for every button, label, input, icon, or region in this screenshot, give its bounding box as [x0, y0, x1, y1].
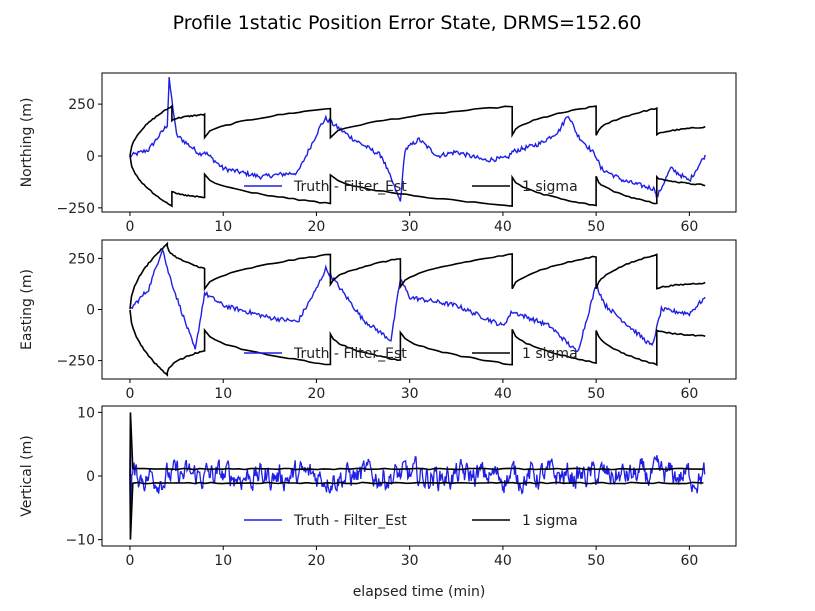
plot-area — [129, 77, 706, 208]
legend-label-truth: Truth - Filter_Est — [293, 346, 407, 362]
panel-2: 0 10 20 30 40 50 60 −250 0 250 Easting (m) Truth - … — [19, 239, 737, 402]
x-tick-label: 40 — [494, 219, 512, 235]
y-tick-label: 250 — [68, 97, 95, 113]
legend: Truth - Filter_Est 1 sigma — [244, 179, 578, 195]
panel-3: 0 10 20 30 40 50 60 −10 0 10 Vertical (m) elapsed t… — [19, 405, 737, 600]
x-tick-label: 0 — [126, 386, 135, 402]
x-tick-label: 30 — [401, 553, 419, 569]
sigma-line-lower — [129, 475, 704, 540]
legend: Truth - Filter_Est 1 sigma — [244, 346, 578, 362]
x-tick-label: 20 — [308, 553, 326, 569]
x-tick-label: 10 — [214, 386, 232, 402]
y-axis-label: Vertical (m) — [19, 435, 35, 516]
x-tick-label: 50 — [587, 386, 605, 402]
sigma-line-upper — [129, 241, 706, 309]
x-axis-label: elapsed time (min) — [353, 584, 486, 600]
legend-label-truth: Truth - Filter_Est — [293, 513, 407, 529]
y-tick-label: 250 — [68, 251, 95, 267]
sigma-line-upper — [129, 104, 706, 156]
y-tick-label: 0 — [86, 149, 95, 165]
error-line — [129, 247, 706, 353]
figure-title: Profile 1static Position Error State, DR… — [173, 12, 642, 34]
x-tick-label: 10 — [214, 219, 232, 235]
x-tick-label: 20 — [308, 219, 326, 235]
y-tick-label: 0 — [86, 303, 95, 319]
legend-label-sigma: 1 sigma — [522, 513, 578, 529]
panels: 0 10 20 30 40 50 60 −250 0 250 Northing (m) Truth -… — [19, 72, 737, 600]
error-line — [129, 77, 706, 202]
x-tick-label: 60 — [680, 386, 698, 402]
y-axis-label: Northing (m) — [19, 98, 35, 188]
error-line — [129, 428, 706, 508]
x-tick-label: 10 — [214, 553, 232, 569]
y-axis-label: Easting (m) — [19, 269, 35, 350]
y-tick-label: 0 — [86, 469, 95, 485]
sigma-line-lower — [129, 155, 706, 208]
x-tick-label: 30 — [401, 219, 419, 235]
y-tick-label: −250 — [57, 354, 95, 370]
x-tick-label: 60 — [680, 553, 698, 569]
x-tick-label: 60 — [680, 219, 698, 235]
x-tick-label: 40 — [494, 386, 512, 402]
sigma-line-upper — [129, 412, 704, 477]
x-tick-label: 50 — [587, 553, 605, 569]
legend: Truth - Filter_Est 1 sigma — [244, 513, 578, 529]
sigma-line-lower — [129, 309, 706, 377]
x-tick-label: 0 — [126, 553, 135, 569]
axes-frame — [101, 239, 737, 380]
y-tick-label: −250 — [57, 201, 95, 217]
x-tick-label: 40 — [494, 553, 512, 569]
axes-frame — [101, 72, 737, 213]
legend-label-sigma: 1 sigma — [522, 179, 578, 195]
y-tick-label: −10 — [65, 533, 95, 549]
x-tick-label: 30 — [401, 386, 419, 402]
y-tick-label: 10 — [77, 405, 95, 421]
legend-label-sigma: 1 sigma — [522, 346, 578, 362]
x-tick-label: 0 — [126, 219, 135, 235]
legend-label-truth: Truth - Filter_Est — [293, 179, 407, 195]
plot-area — [129, 412, 706, 540]
x-tick-label: 50 — [587, 219, 605, 235]
plot-area — [129, 241, 706, 377]
x-tick-label: 20 — [308, 386, 326, 402]
panel-1: 0 10 20 30 40 50 60 −250 0 250 Northing (m) Truth -… — [19, 72, 737, 235]
